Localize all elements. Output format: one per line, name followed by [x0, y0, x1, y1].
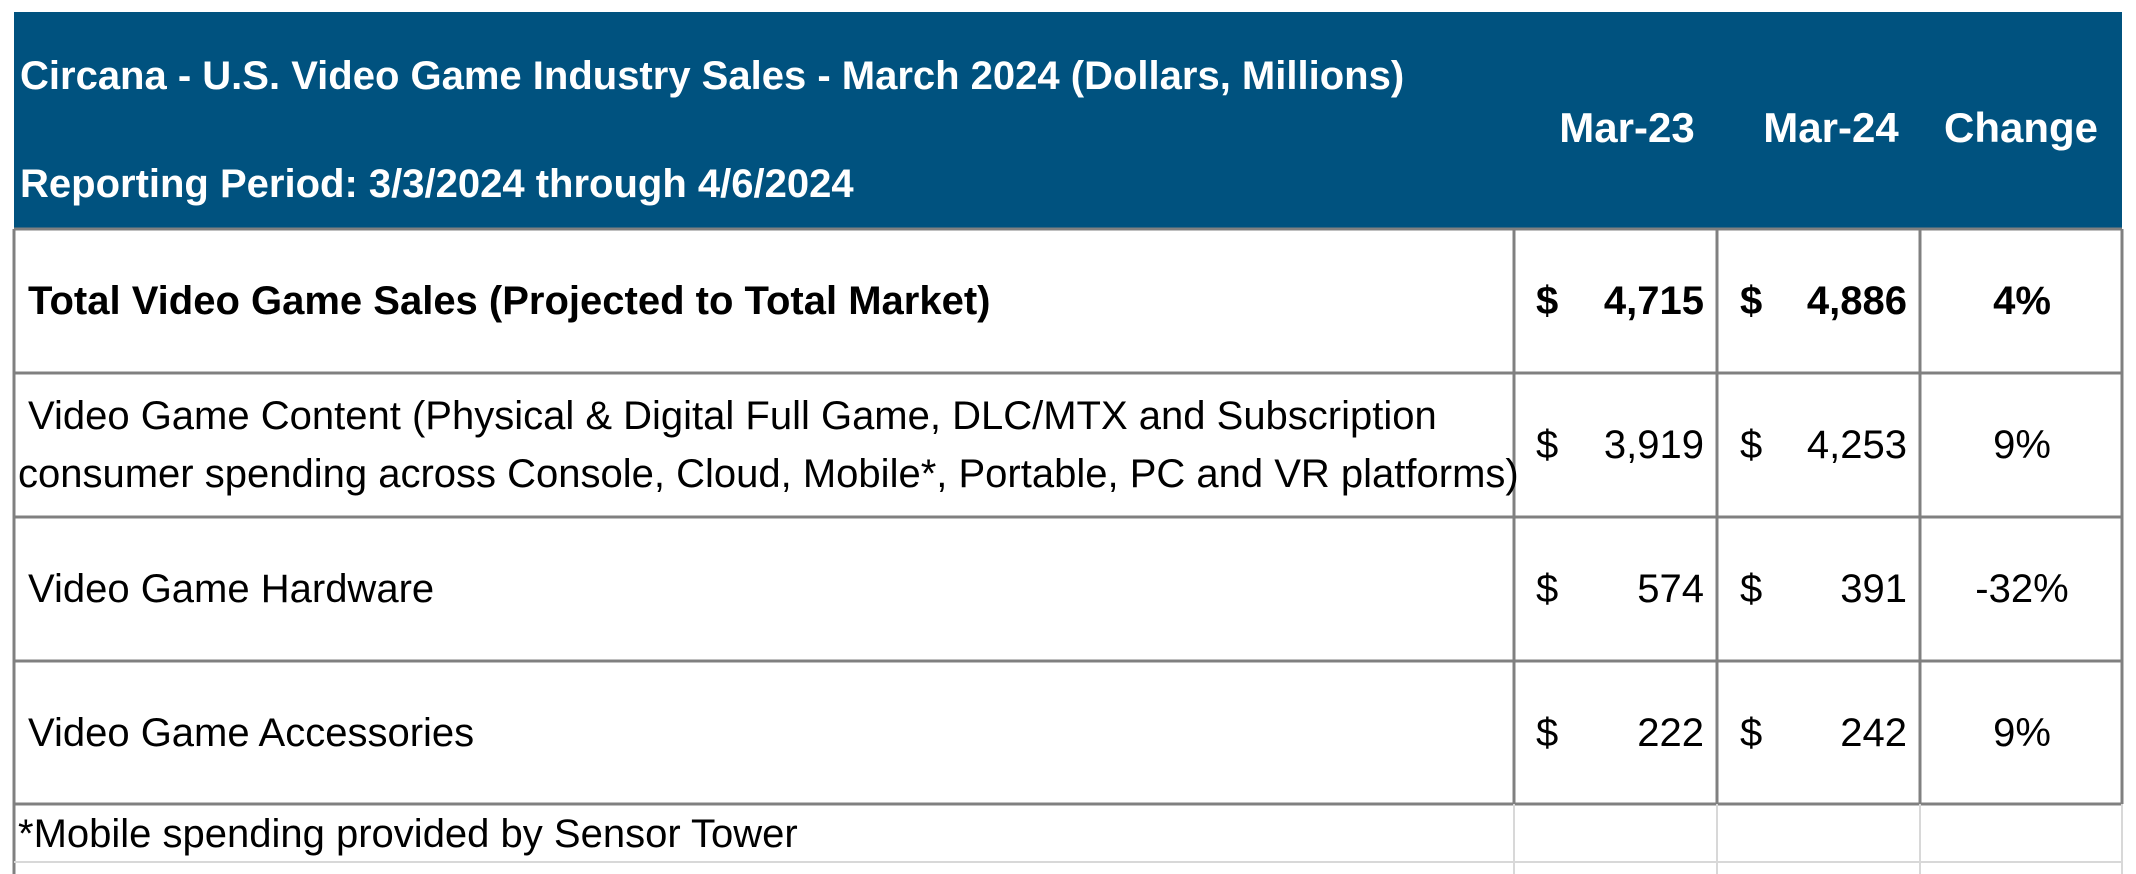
currency-symbol: $ — [1740, 567, 1763, 611]
table-header: Circana - U.S. Video Game Industry Sales… — [14, 12, 2122, 228]
value-mar23: 4,715 — [1603, 279, 1704, 323]
currency-symbol: $ — [1740, 711, 1763, 755]
currency-symbol: $ — [1536, 279, 1559, 323]
footnote: *Mobile spending provided by Sensor Towe… — [18, 812, 798, 856]
table-title: Circana - U.S. Video Game Industry Sales… — [20, 54, 1405, 98]
value-mar24: 4,886 — [1806, 279, 1907, 323]
value-mar24: 391 — [1840, 567, 1907, 611]
column-header-change: Change — [1943, 104, 2098, 151]
row-label: Video Game Content (Physical & Digital F… — [28, 394, 1437, 438]
currency-symbol: $ — [1536, 567, 1559, 611]
value-mar24: 4,253 — [1806, 423, 1907, 467]
currency-symbol: $ — [1740, 423, 1763, 467]
row-label: Total Video Game Sales (Projected to Tot… — [28, 279, 991, 323]
currency-symbol: $ — [1740, 279, 1763, 323]
value-change: 9% — [1993, 711, 2051, 755]
currency-symbol: $ — [1536, 711, 1559, 755]
column-header-mar23: Mar-23 — [1559, 104, 1695, 151]
row-label: consumer spending across Console, Cloud,… — [18, 452, 1519, 496]
value-mar23: 3,919 — [1603, 423, 1704, 467]
value-mar23: 222 — [1637, 711, 1704, 755]
column-header-mar24: Mar-24 — [1763, 104, 1899, 151]
value-mar24: 242 — [1840, 711, 1907, 755]
row-label: Video Game Accessories — [28, 711, 475, 755]
reporting-period: Reporting Period: 3/3/2024 through 4/6/2… — [20, 162, 854, 206]
value-change: -32% — [1975, 567, 2069, 611]
value-mar23: 574 — [1637, 567, 1704, 611]
currency-symbol: $ — [1536, 423, 1559, 467]
row-label: Video Game Hardware — [28, 567, 435, 611]
value-change: 9% — [1993, 423, 2051, 467]
value-change: 4% — [1993, 279, 2051, 323]
